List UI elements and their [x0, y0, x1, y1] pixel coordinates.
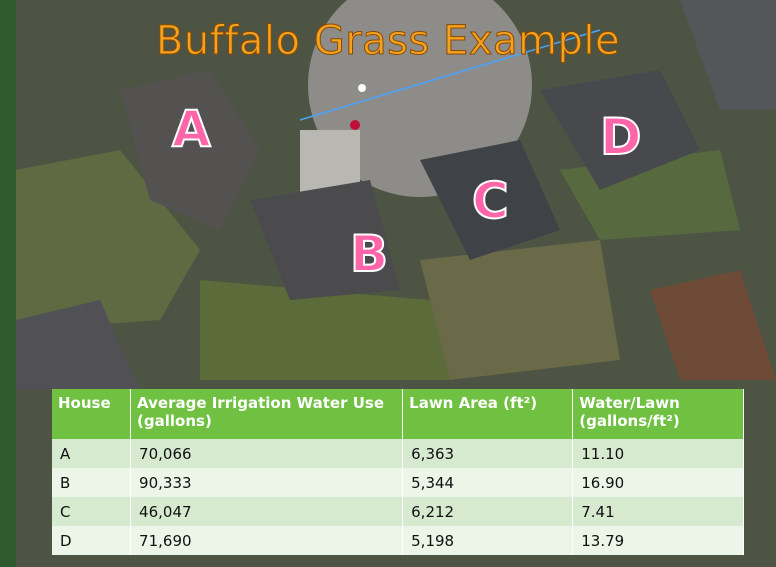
table-cell: 5,198 — [402, 526, 574, 555]
table-cell: 7.41 — [572, 497, 744, 526]
table-row: D 71,690 5,198 13.79 — [52, 526, 744, 555]
house-label: B — [349, 224, 389, 284]
table-cell: B — [52, 468, 132, 497]
table-row: C 46,047 6,212 7.41 — [52, 497, 744, 526]
table-cell: 46,047 — [130, 497, 404, 526]
header-row: House Average Irrigation Water Use (gallo… — [52, 389, 744, 439]
table-cell: C — [52, 497, 132, 526]
table-cell: 5,344 — [402, 468, 574, 497]
header-cell: House — [52, 389, 132, 439]
house-label: D — [599, 107, 642, 167]
table-cell: A — [52, 439, 132, 468]
house-label: A — [171, 99, 212, 159]
header-cell: Water/Lawn (gallons/ft²) — [572, 389, 744, 439]
table-cell: 6,363 — [402, 439, 574, 468]
table-cell: 11.10 — [572, 439, 744, 468]
slide-title: Buffalo Grass Example — [155, 18, 621, 65]
table-cell: 90,333 — [130, 468, 404, 497]
table-cell: 13.79 — [572, 526, 744, 555]
table-cell: 6,212 — [402, 497, 574, 526]
table-cell: 70,066 — [130, 439, 404, 468]
house-label: C — [471, 171, 510, 231]
data-table: House Average Irrigation Water Use (gallo… — [52, 389, 744, 555]
header-cell: Lawn Area (ft²) — [402, 389, 574, 439]
table-row: A 70,066 6,363 11.10 — [52, 439, 744, 468]
table-cell: 71,690 — [130, 526, 404, 555]
table-cell: 16.90 — [572, 468, 744, 497]
table-row: B 90,333 5,344 16.90 — [52, 468, 744, 497]
header-cell: Average Irrigation Water Use (gallons) — [130, 389, 404, 439]
table-cell: D — [52, 526, 132, 555]
